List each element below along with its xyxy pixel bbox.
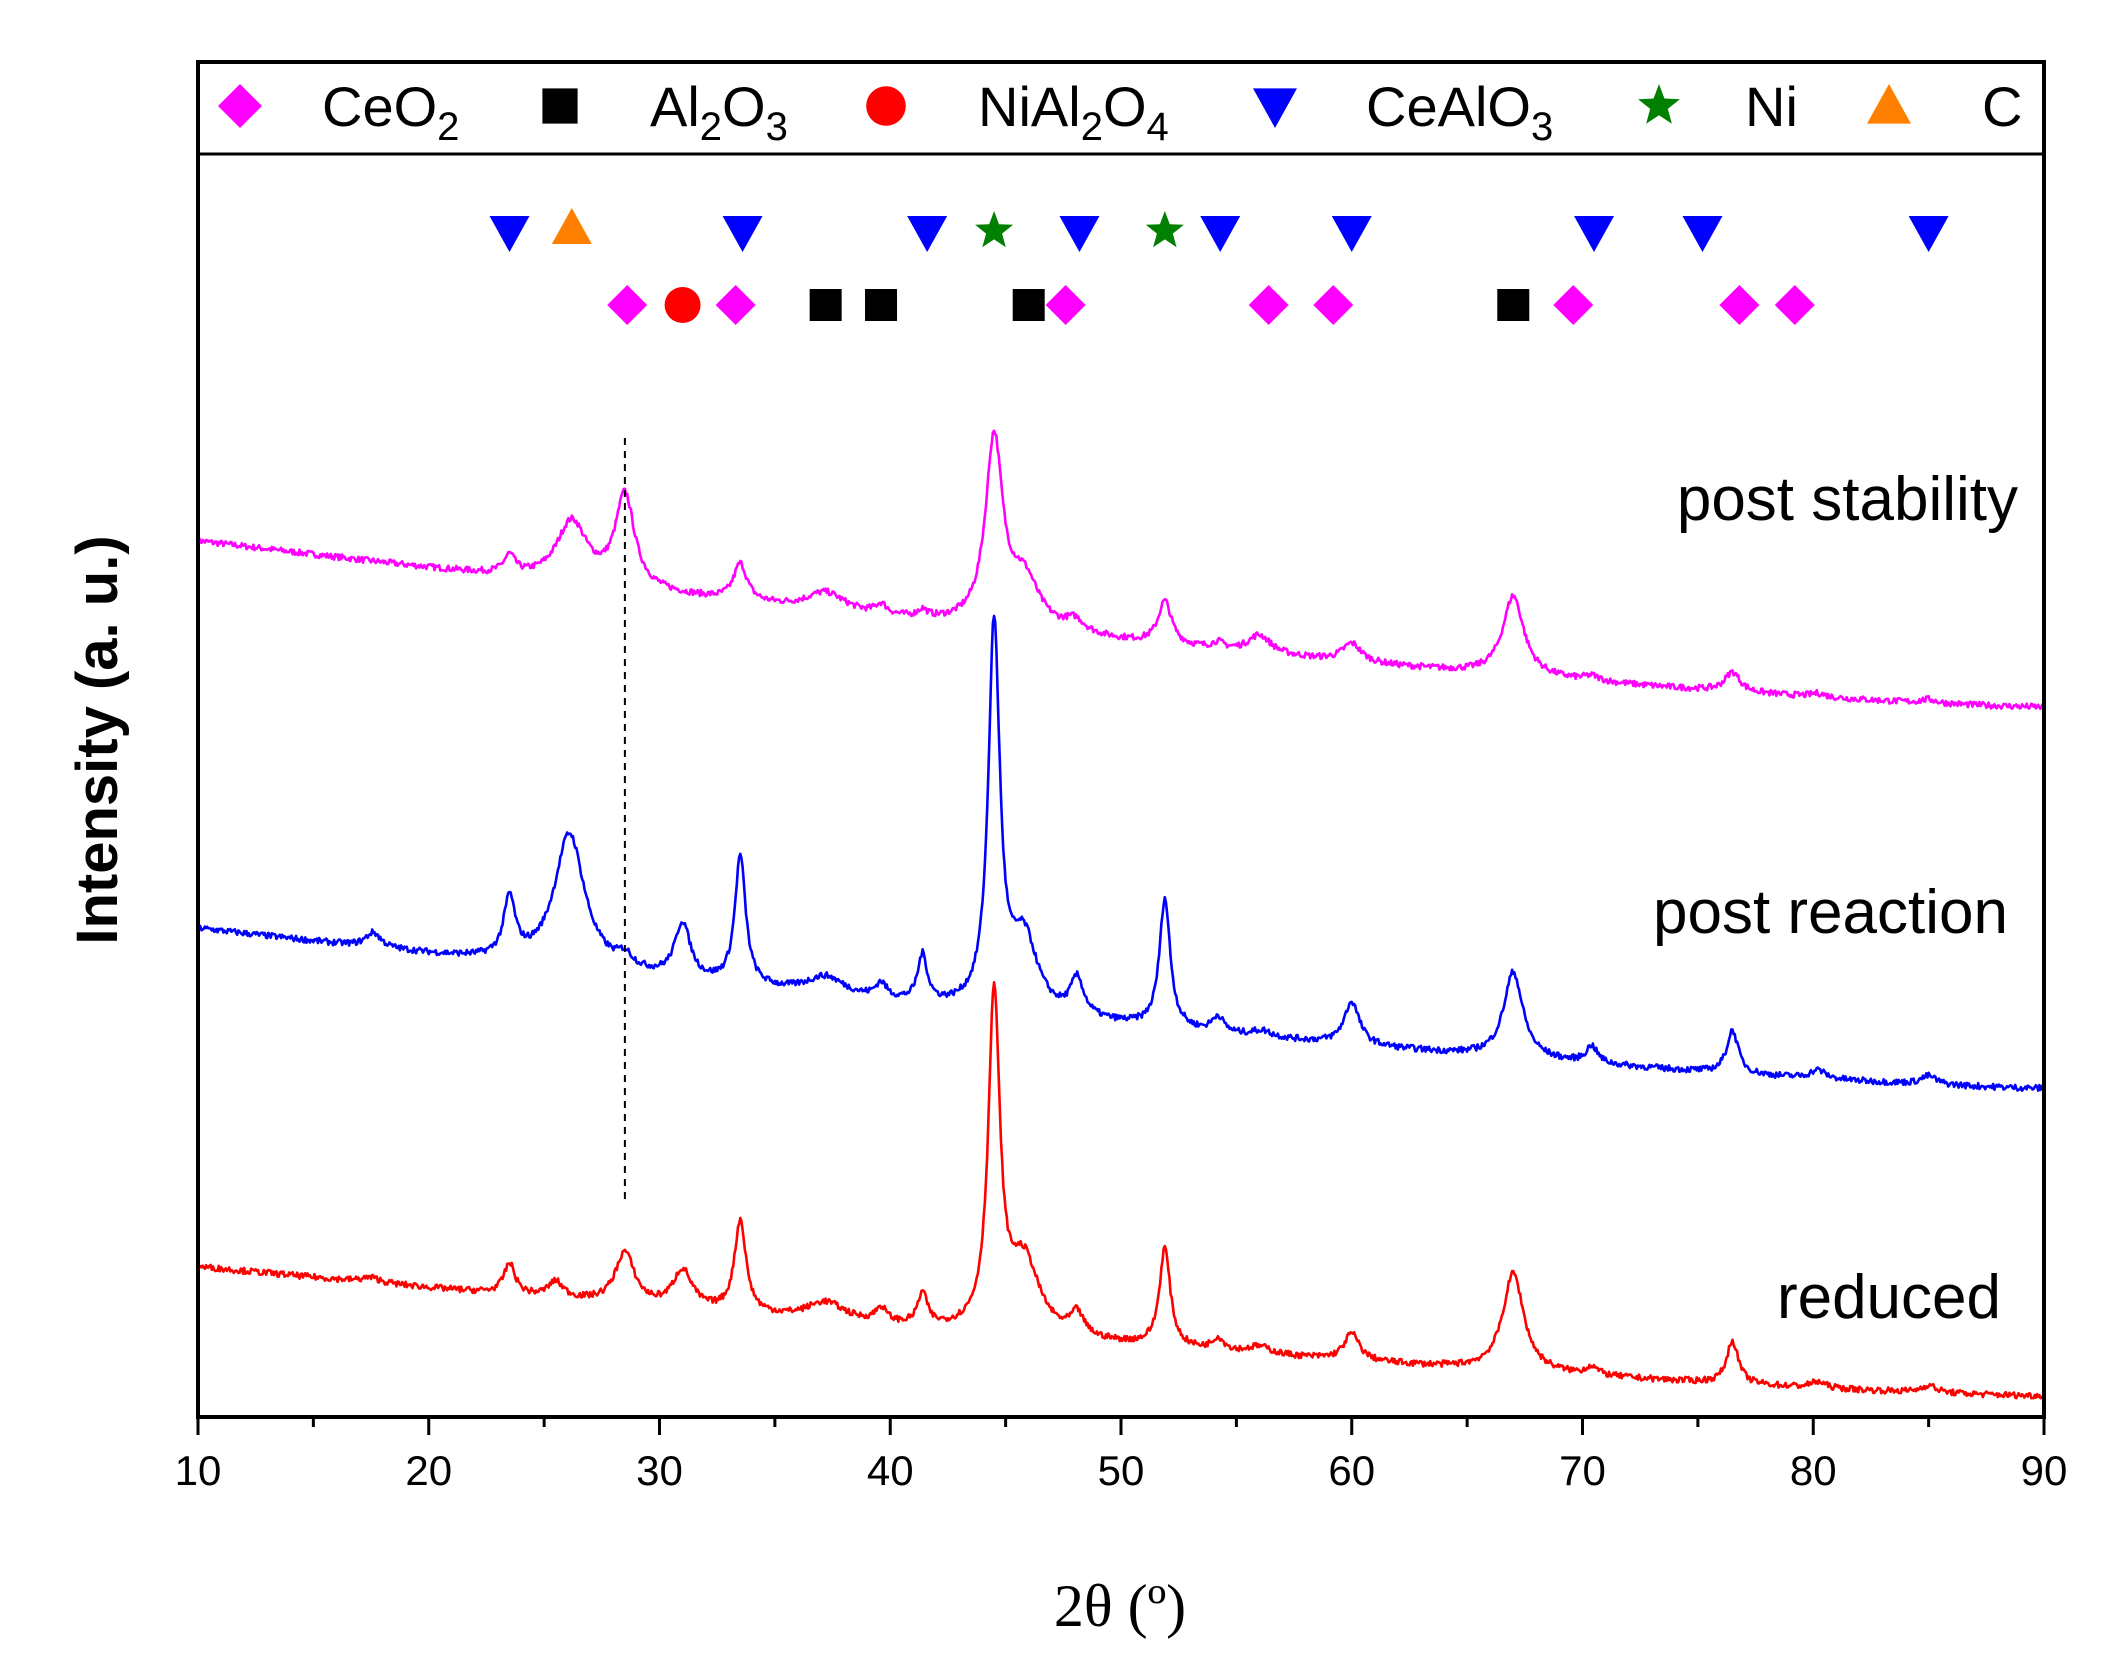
legend: CeO2 Al2O3 NiAl2O4 CeAlO3 Ni C — [218, 75, 2022, 149]
x-axis-ticks: 10 20 30 40 50 60 70 80 90 — [175, 1417, 2068, 1494]
legend-marker-1 — [542, 88, 578, 124]
phase-marker-cealo3-2 — [907, 216, 948, 252]
x-tick-label-20: 20 — [405, 1447, 452, 1494]
plot-frame — [196, 60, 2046, 1419]
x-tick-label-70: 70 — [1559, 1447, 1606, 1494]
phase-marker-nial2o4-0 — [664, 287, 701, 323]
phase-marker-cealo3-0 — [489, 216, 530, 252]
x-tick-label-80: 80 — [1790, 1447, 1837, 1494]
phase-marker-ceo2-4 — [1313, 285, 1354, 325]
phase-marker-ceo2-5 — [1553, 285, 1594, 325]
phase-marker-ceo2-1 — [715, 285, 756, 325]
phase-marker-cealo3-4 — [1200, 216, 1241, 252]
legend-marker-5 — [1867, 84, 1911, 124]
phase-markers — [489, 208, 1949, 325]
series-label-post-stability: post stability — [1677, 465, 2018, 534]
phase-marker-ceo2-6 — [1719, 285, 1760, 325]
x-tick-label-90: 90 — [2021, 1447, 2068, 1494]
legend-label-0: CeO2 — [322, 75, 459, 149]
legend-marker-3 — [1253, 88, 1297, 128]
legend-label-1: Al2O3 — [650, 75, 788, 149]
phase-marker-cealo3-1 — [722, 216, 763, 252]
x-tick-label-40: 40 — [867, 1447, 914, 1494]
phase-marker-al2o3-2 — [1012, 289, 1045, 321]
legend-label-5: C — [1982, 75, 2022, 138]
phase-marker-cealo3-6 — [1574, 216, 1615, 252]
x-axis-title: 2θ (º) — [1054, 1573, 1186, 1639]
legend-marker-2 — [866, 86, 906, 126]
series-line-reduced — [197, 981, 2046, 1400]
x-tick-label-60: 60 — [1328, 1447, 1375, 1494]
series-line-post-reaction — [196, 614, 2046, 1092]
legend-label-2: NiAl2O4 — [978, 75, 1169, 149]
phase-marker-ceo2-2 — [1045, 285, 1086, 325]
legend-label-3: CeAlO3 — [1366, 75, 1553, 149]
phase-marker-cealo3-3 — [1059, 216, 1100, 252]
phase-marker-ceo2-0 — [607, 285, 648, 325]
series-label-post-reaction: post reaction — [1653, 878, 2008, 947]
series-lines — [196, 429, 2046, 1400]
phase-marker-al2o3-3 — [1497, 289, 1530, 321]
phase-marker-al2o3-0 — [809, 289, 842, 321]
phase-marker-ni-1 — [1145, 211, 1184, 248]
legend-marker-0 — [218, 84, 262, 128]
legend-marker-4 — [1638, 84, 1680, 124]
phase-marker-ni-0 — [975, 211, 1014, 248]
phase-marker-c-0 — [551, 208, 592, 244]
phase-marker-cealo3-8 — [1908, 216, 1949, 252]
phase-marker-cealo3-7 — [1682, 216, 1723, 252]
phase-marker-ceo2-3 — [1248, 285, 1289, 325]
legend-label-4: Ni — [1745, 75, 1798, 138]
phase-marker-ceo2-7 — [1774, 285, 1815, 325]
phase-marker-al2o3-1 — [865, 289, 898, 321]
x-tick-label-10: 10 — [175, 1447, 222, 1494]
series-label-reduced: reduced — [1777, 1263, 2001, 1332]
series-line-post-stability — [196, 429, 2046, 710]
x-tick-label-50: 50 — [1098, 1447, 1145, 1494]
phase-marker-cealo3-5 — [1331, 216, 1372, 252]
y-axis-title: Intensity (a. u.) — [65, 535, 130, 944]
x-tick-label-30: 30 — [636, 1447, 683, 1494]
